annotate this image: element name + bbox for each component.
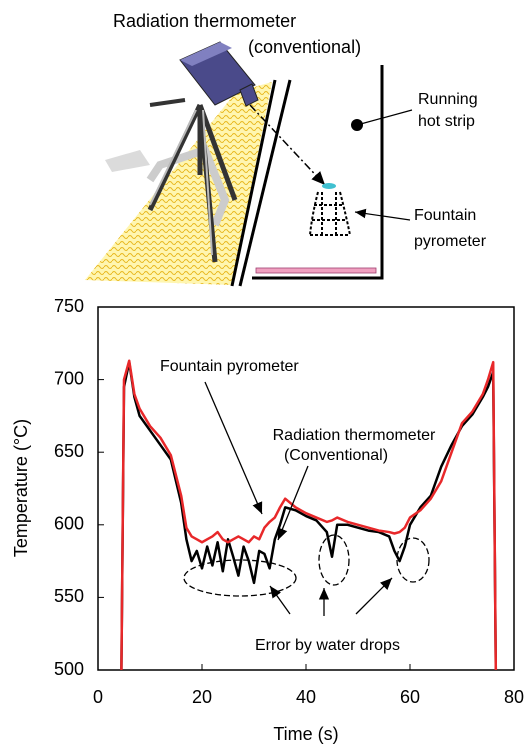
fountain <box>310 192 350 235</box>
annotation: Error by water drops <box>255 637 400 654</box>
label: hot strip <box>418 113 475 130</box>
series-line <box>121 361 495 670</box>
diagram: Radiation thermometer (conventional) Run… <box>85 11 487 286</box>
floor <box>85 82 272 285</box>
x-tick-label: 40 <box>296 687 316 707</box>
y-tick-label: 600 <box>54 514 84 534</box>
label: pyrometer <box>414 233 487 250</box>
y-tick-label: 750 <box>54 296 84 316</box>
label: Running <box>418 91 478 108</box>
x-tick-label: 60 <box>400 687 420 707</box>
x-tick-label: 80 <box>504 687 524 707</box>
y-tick-label: 550 <box>54 586 84 606</box>
figure: Radiation thermometer (conventional) Run… <box>0 0 531 749</box>
annotation: Radiation thermometer <box>273 427 436 444</box>
y-tick-label: 500 <box>54 659 84 679</box>
x-axis-label: Time (s) <box>273 724 338 744</box>
y-tick-label: 650 <box>54 441 84 461</box>
series-line <box>121 362 495 670</box>
x-tick-label: 20 <box>192 687 212 707</box>
label: (conventional) <box>248 37 361 57</box>
x-tick-label: 0 <box>93 687 103 707</box>
annotation-marks <box>184 382 429 616</box>
strip <box>256 268 376 273</box>
y-axis-label: Temperature (°C) <box>11 419 31 557</box>
annotation: Fountain pyrometer <box>160 358 299 375</box>
label: Radiation thermometer <box>113 11 296 31</box>
spot <box>322 183 336 189</box>
shadow <box>105 150 150 172</box>
y-tick-label: 700 <box>54 368 84 388</box>
label: Fountain <box>414 207 476 224</box>
annotation: (Conventional) <box>284 447 388 464</box>
